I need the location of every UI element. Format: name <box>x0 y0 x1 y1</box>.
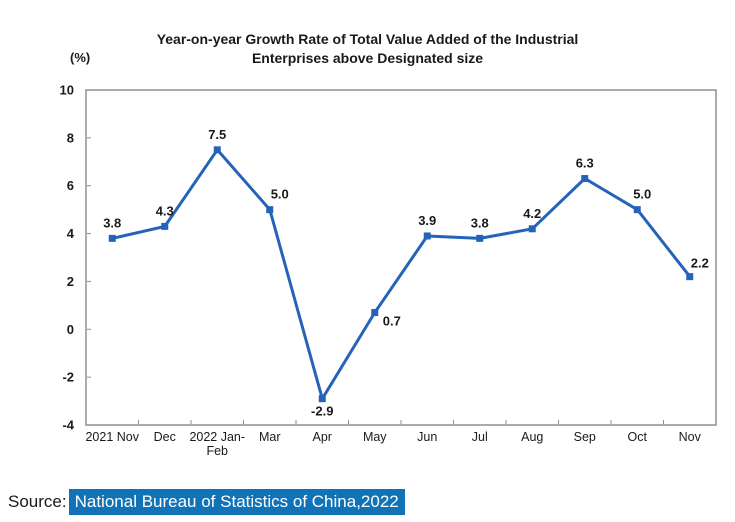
y-tick-label: 6 <box>67 178 74 193</box>
data-point-marker <box>423 232 431 240</box>
data-point-label: 5.0 <box>271 187 289 202</box>
y-tick-label: -2 <box>62 370 74 385</box>
data-point-marker <box>108 234 116 242</box>
data-point-label: 7.5 <box>208 127 226 142</box>
data-point-label: 4.3 <box>156 203 174 218</box>
y-tick-label: 8 <box>67 130 74 145</box>
x-tick-label: Dec <box>154 430 176 444</box>
data-point-marker <box>686 273 694 281</box>
data-point-marker <box>161 222 169 230</box>
x-tick-label: Sep <box>574 430 596 444</box>
series-line <box>110 148 692 401</box>
source-row: Source: National Bureau of Statistics of… <box>8 488 405 516</box>
x-tick-label: Jul <box>472 430 488 444</box>
data-point-marker <box>266 206 274 214</box>
y-tick-label: -4 <box>62 418 74 433</box>
data-point-marker <box>581 175 589 183</box>
data-point-marker <box>528 225 536 233</box>
data-point-label: 0.7 <box>383 314 401 329</box>
data-point-marker <box>633 206 641 214</box>
data-point-label: 4.2 <box>523 206 541 221</box>
x-tick-label: 2021 Nov <box>85 430 139 444</box>
data-point-label: 5.0 <box>633 187 651 202</box>
data-point-label: 3.8 <box>471 215 489 230</box>
y-tick-label: 4 <box>67 226 75 241</box>
source-link[interactable]: National Bureau of Statistics of China,2… <box>68 489 405 515</box>
data-point-marker <box>371 309 379 317</box>
data-point-label: 3.8 <box>103 215 121 230</box>
chart-title-line1: Year-on-year Growth Rate of Total Value … <box>156 31 579 47</box>
plot-border <box>85 89 717 426</box>
x-tick-label: Oct <box>628 430 648 444</box>
x-tick-label: Nov <box>679 430 702 444</box>
line-chart: 10 8 6 4 2 0 -2 -4 2021 Nov Dec 2022 Jan-Feb Mar Apr… <box>60 83 717 458</box>
x-tick-label: Jun <box>417 430 437 444</box>
x-tick-label: May <box>363 430 387 444</box>
y-tick-label: 2 <box>67 274 74 289</box>
x-tick-label: Apr <box>313 430 332 444</box>
chart-title-line2: Enterprises above Designated size <box>251 50 484 66</box>
x-tick-label: 2022 Jan-Feb <box>189 430 245 458</box>
data-point-marker <box>476 234 484 242</box>
x-tick-label: Mar <box>259 430 281 444</box>
chart-title: Year-on-year Growth Rate of Total Value … <box>0 30 735 68</box>
data-point-label: 2.2 <box>691 256 709 271</box>
y-tick-label: 10 <box>60 83 74 98</box>
source-label: Source: <box>8 492 67 511</box>
x-tick-label: Aug <box>521 430 543 444</box>
y-axis-unit-label: (%) <box>70 50 91 65</box>
data-point-label: 6.3 <box>576 156 594 171</box>
data-point-label: 3.9 <box>418 213 436 228</box>
data-point-marker <box>318 395 326 403</box>
data-point-label: -2.9 <box>311 404 333 419</box>
y-tick-label: 0 <box>67 322 74 337</box>
data-point-marker <box>213 146 221 154</box>
